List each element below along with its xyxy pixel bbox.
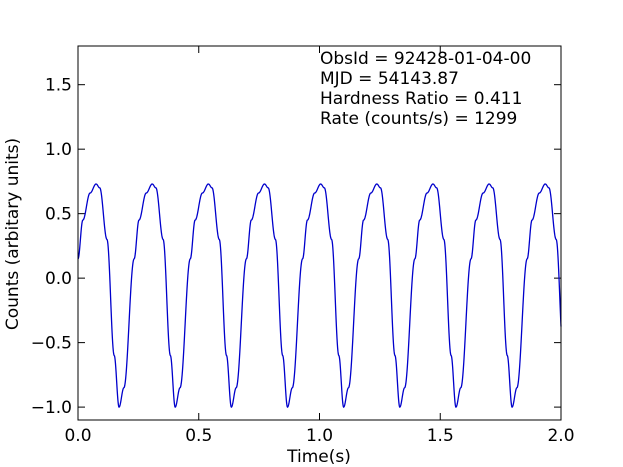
y-tick-label: −0.5 xyxy=(31,334,72,354)
y-tick-label: −1.0 xyxy=(31,398,72,418)
plot-area xyxy=(78,46,561,420)
annotation-box: ObsId = 92428-01-04-00 MJD = 54143.87 Ha… xyxy=(320,49,531,129)
x-tick-label: 1.0 xyxy=(306,426,333,446)
series-line xyxy=(77,183,562,408)
plot-frame xyxy=(77,45,562,421)
x-axis-label: Time(s) xyxy=(286,447,351,467)
x-axis-ticks: 0.0 0.5 1.0 1.5 2.0 xyxy=(64,46,575,446)
y-tick-label: 0.5 xyxy=(45,205,72,225)
y-tick-label: 0.0 xyxy=(45,269,72,289)
y-axis-label: Counts (arbitary units) xyxy=(3,138,23,330)
x-tick-label: 1.5 xyxy=(427,426,454,446)
y-tick-label: 1.5 xyxy=(45,76,72,96)
x-tick-label: 0.0 xyxy=(64,426,91,446)
annotation-obsid: ObsId = 92428-01-04-00 xyxy=(320,49,531,69)
annotation-mjd: MJD = 54143.87 xyxy=(320,69,459,89)
y-tick-label: 1.0 xyxy=(45,140,72,160)
annotation-hardness-ratio: Hardness Ratio = 0.411 xyxy=(320,89,522,109)
annotation-rate: Rate (counts/s) = 1299 xyxy=(320,109,517,129)
y-axis-ticks: −1.0 −0.5 0.0 0.5 1.0 1.5 xyxy=(31,76,561,418)
x-tick-label: 2.0 xyxy=(547,426,574,446)
x-tick-label: 0.5 xyxy=(185,426,212,446)
